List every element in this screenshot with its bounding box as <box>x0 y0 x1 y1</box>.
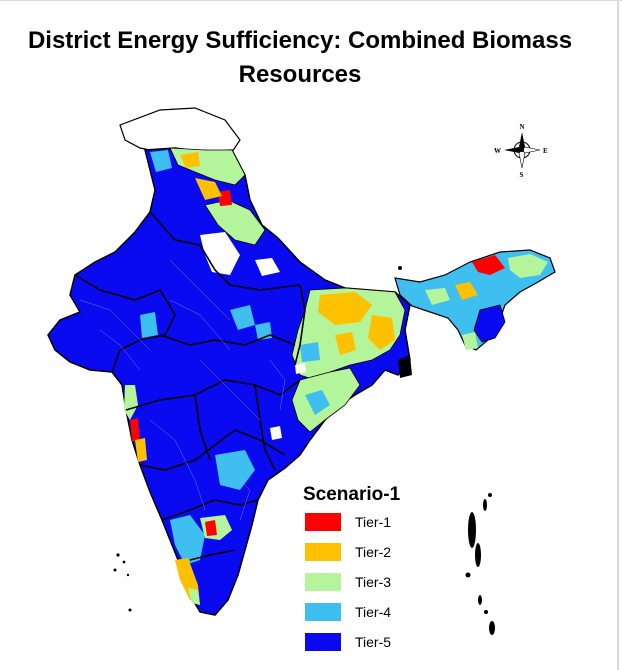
compass-w-label: W <box>494 147 501 155</box>
region-northeast-tier3-c <box>462 332 478 350</box>
legend-swatch-tier-5 <box>305 633 341 651</box>
legend-label-tier-5: Tier-5 <box>355 634 391 650</box>
legend-label-tier-1: Tier-1 <box>355 514 391 530</box>
region-uttarakhand <box>204 199 266 246</box>
region-east-tier2-b <box>368 315 395 350</box>
region-northeast-tier2 <box>455 282 478 300</box>
region-nodata-north <box>200 232 240 275</box>
region-east-tier4 <box>300 342 320 362</box>
region-westcoast-tier1 <box>130 418 140 442</box>
region-northeast-tier3-b <box>425 288 450 305</box>
legend-label-tier-3: Tier-3 <box>355 574 391 590</box>
region-central-tier4-c <box>215 450 255 490</box>
district-lines <box>79 259 286 521</box>
andaman-nicobar-islands <box>465 493 495 635</box>
region-south-tier1 <box>205 520 217 536</box>
region-east-tier2-c <box>335 332 356 355</box>
top-divider <box>0 0 622 1</box>
region-east-tier2-a <box>318 292 372 325</box>
region-central-tier4-a <box>230 305 255 330</box>
region-northeast-tier1 <box>472 255 505 275</box>
legend-swatch-tier-3 <box>305 573 341 591</box>
legend-swatch-tier-1 <box>305 513 341 531</box>
page-title: District Energy Sufficiency: Combined Bi… <box>27 27 573 88</box>
compass-rose-icon: N S E W <box>494 123 548 179</box>
legend: Scenario-1 Tier-1 Tier-2 Tier-3 Tier-4 Tier-… <box>303 484 401 651</box>
region-northeast-tier5 <box>473 304 506 343</box>
map-figure: N S E W Scenario-1 Tier-1 Tier-2 Tier-3 Tie… <box>30 100 600 660</box>
compass-n-label: N <box>520 123 525 131</box>
legend-label-tier-2: Tier-2 <box>355 544 391 560</box>
compass-e-label: E <box>543 147 548 155</box>
region-northeast-tier3-a <box>508 254 548 278</box>
region-sundarban <box>398 355 412 378</box>
region-himachal-tier4 <box>150 150 172 172</box>
region-uttarakhand-tier1 <box>218 190 232 206</box>
compass-s-label: S <box>520 171 524 179</box>
region-odisha-tier4 <box>305 390 330 415</box>
region-kerala-tier3 <box>188 588 200 605</box>
india-map: N S E W Scenario-1 Tier-1 Tier-2 Tier-3 Tie… <box>47 107 556 651</box>
region-northeast <box>394 249 556 351</box>
legend-swatch-tier-2 <box>305 543 341 561</box>
region-central-tier4-b <box>140 312 158 338</box>
legend-swatch-tier-4 <box>305 603 341 621</box>
legend-title: Scenario-1 <box>303 484 401 505</box>
right-divider <box>617 0 619 670</box>
region-westcoast-tier2 <box>135 438 147 462</box>
legend-label-tier-4: Tier-4 <box>355 604 391 620</box>
region-punjab-tier2 <box>195 178 222 200</box>
region-westcoast-tier3 <box>124 385 138 420</box>
region-himachal-tier2 <box>180 152 200 168</box>
state-borders <box>74 211 306 561</box>
region-central-nodata <box>270 426 282 440</box>
lakshadweep-islands <box>113 553 132 612</box>
small-landmark <box>398 266 402 270</box>
region-mainland <box>47 147 411 616</box>
region-nodata-central <box>255 258 280 276</box>
region-south-tier4 <box>170 515 205 565</box>
region-central-nodata-b <box>295 363 306 374</box>
